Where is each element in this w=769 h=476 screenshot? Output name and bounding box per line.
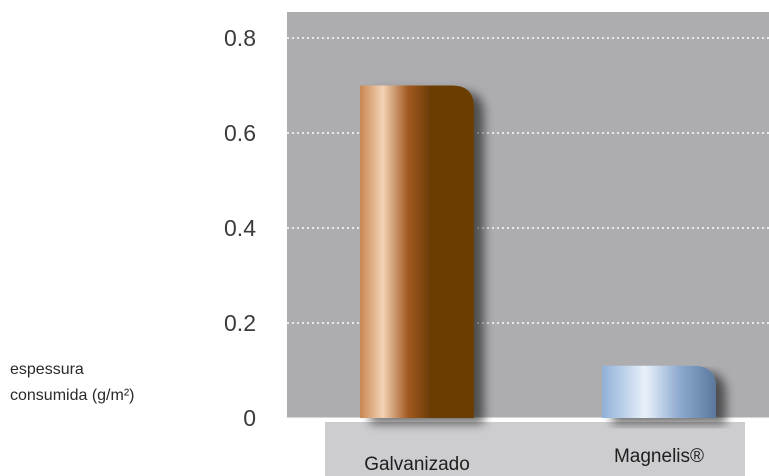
bar-magnelis	[602, 365, 716, 418]
x-category-label: Magnelis®	[614, 446, 704, 467]
y-axis-ticks: 0.8 0.6 0.4 0.2 0	[224, 25, 256, 431]
y-axis-label-line-1: espessura	[10, 361, 84, 378]
x-category-label: Galvanizado	[364, 454, 470, 475]
y-tick-label: 0.2	[224, 310, 256, 336]
y-tick-label: 0	[243, 405, 256, 431]
category-band	[325, 422, 745, 476]
bars	[360, 85, 716, 418]
x-axis-categories: Galvanizado Magnelis®	[364, 446, 704, 475]
y-tick-label: 0.8	[224, 25, 256, 51]
plot-area	[287, 12, 769, 418]
y-axis-label-line-2: consumida (g/m²)	[10, 387, 134, 404]
bar-galvanizado	[360, 85, 474, 418]
y-tick-label: 0.4	[224, 215, 256, 241]
y-tick-label: 0.6	[224, 120, 256, 146]
